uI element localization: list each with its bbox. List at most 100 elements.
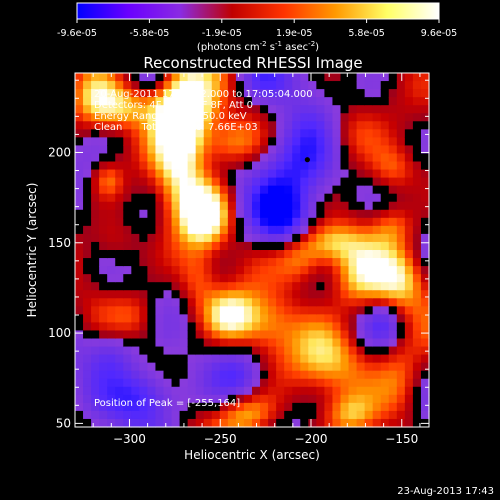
heatmap-cell [276, 370, 285, 380]
heatmap-cell [316, 274, 326, 283]
heatmap-cell [147, 338, 157, 348]
heatmap-cell [388, 394, 398, 404]
heatmap-cell [292, 410, 301, 420]
heatmap-cell [348, 185, 358, 195]
heatmap-cell [75, 121, 84, 130]
heatmap-cell [211, 378, 221, 388]
heatmap-cell [123, 225, 132, 235]
heatmap-cell [420, 161, 430, 171]
heatmap-cell [155, 233, 165, 243]
heatmap-cell [252, 298, 261, 307]
heatmap-cell [179, 145, 189, 155]
heatmap-cell [147, 233, 157, 243]
heatmap-cell [284, 346, 293, 356]
heatmap-cell [123, 193, 132, 203]
heatmap-cell [404, 169, 414, 179]
heatmap-cell [131, 306, 140, 315]
heatmap-cell [83, 89, 92, 98]
heatmap-cell [219, 169, 229, 179]
heatmap-cell [195, 282, 205, 291]
heatmap-cell [171, 386, 181, 396]
heatmap-cell [227, 233, 237, 243]
heatmap-cell [412, 330, 422, 340]
heatmap-cell [316, 410, 326, 420]
heatmap-cell [388, 330, 398, 340]
heatmap-cell [292, 274, 301, 283]
heatmap-cell [211, 73, 221, 82]
heatmap-cell [83, 346, 92, 356]
heatmap-cell [364, 89, 374, 98]
heatmap-cell [211, 137, 221, 147]
heatmap-cell [91, 394, 100, 404]
heatmap-cell [348, 89, 358, 98]
heatmap-cell [348, 145, 358, 155]
heatmap-cell [260, 97, 269, 106]
heatmap-cell [252, 266, 261, 275]
heatmap-cell [276, 306, 285, 315]
heatmap-cell [91, 225, 100, 235]
heatmap-cell [243, 322, 253, 332]
heatmap-cell [324, 169, 334, 179]
heatmap-cell [380, 129, 390, 138]
heatmap-cell [171, 89, 181, 98]
heatmap-cell [396, 225, 406, 235]
heatmap-cell [123, 185, 132, 195]
heatmap-cell [364, 418, 374, 428]
heatmap-cell [171, 161, 181, 171]
heatmap-cell [340, 370, 350, 380]
heatmap-cell [195, 402, 205, 412]
annotation-detectors: Detectors: 4F 5F 6F 7F 8F, Att 0 [94, 100, 253, 111]
heatmap-cell [155, 266, 165, 275]
heatmap-cell [147, 89, 157, 98]
heatmap-cell [99, 201, 108, 211]
heatmap-cell [211, 346, 221, 356]
heatmap-cell [260, 193, 269, 203]
y-tick-label: 100 [48, 326, 71, 340]
heatmap-cell [252, 290, 261, 299]
heatmap-cell [412, 370, 422, 380]
heatmap-cell [163, 225, 173, 235]
heatmap-cell [219, 161, 229, 171]
heatmap-cell [276, 81, 285, 90]
heatmap-cell [243, 73, 253, 82]
heatmap-cell [348, 169, 358, 179]
heatmap-cell [260, 113, 269, 122]
heatmap-cell [219, 185, 229, 195]
heatmap-cell [372, 105, 382, 114]
heatmap-cell [131, 97, 140, 106]
heatmap-cell [123, 250, 132, 259]
heatmap-cell [131, 250, 140, 259]
heatmap-cell [300, 338, 309, 348]
heatmap-cell [195, 241, 205, 251]
heatmap-cell [147, 201, 157, 211]
heatmap-cell [107, 338, 116, 348]
heatmap-cell [203, 354, 213, 364]
heatmap-cell [211, 209, 221, 219]
heatmap-cell [364, 233, 374, 243]
heatmap-cell [252, 386, 261, 396]
heatmap-cell [372, 97, 382, 106]
heatmap-cell [203, 402, 213, 412]
heatmap-cell [348, 338, 358, 348]
heatmap-cell [324, 121, 334, 130]
heatmap-cell [171, 73, 181, 82]
heatmap-cell [396, 386, 406, 396]
heatmap-cell [348, 266, 358, 275]
heatmap-cell [324, 354, 334, 364]
heatmap-cell [203, 306, 213, 315]
heatmap-cell [155, 81, 165, 90]
heatmap-cell [380, 274, 390, 283]
heatmap-cell [420, 322, 430, 332]
heatmap-cell [227, 193, 237, 203]
heatmap-cell [139, 306, 149, 315]
heatmap-cell [276, 97, 285, 106]
heatmap-cell [99, 241, 108, 251]
heatmap-cell [219, 410, 229, 420]
heatmap-cell [99, 298, 108, 307]
heatmap-cell [83, 185, 92, 195]
heatmap-cell [340, 386, 350, 396]
heatmap-cell [420, 193, 430, 203]
heatmap-cell [268, 113, 277, 122]
heatmap-cell [211, 394, 221, 404]
heatmap-cell [91, 330, 100, 340]
